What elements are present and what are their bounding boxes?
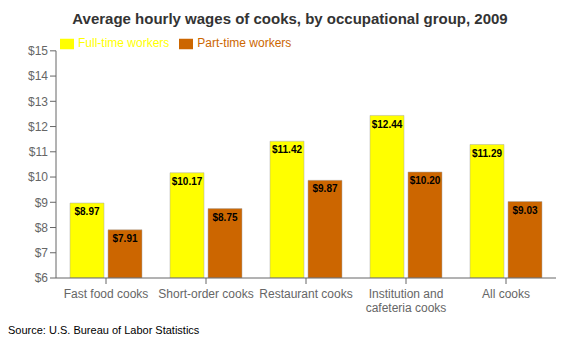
html-text:Average hourly wages of cooks,: Average hourly wages of cooks, by occupa… xyxy=(72,10,508,27)
svg-text:$11.29: $11.29 xyxy=(472,148,502,159)
svg-text:$7.91: $7.91 xyxy=(112,233,137,244)
svg-text:$6: $6 xyxy=(35,271,49,285)
svg-text:$14: $14 xyxy=(28,69,48,83)
svg-text:$11.42: $11.42 xyxy=(272,144,302,155)
svg-text:$15: $15 xyxy=(28,44,48,58)
html-text:Full-time workers: Full-time workers xyxy=(78,36,170,50)
svg-text:Fast food cooks: Fast food cooks xyxy=(64,287,149,301)
svg-text:$12.44: $12.44 xyxy=(372,119,403,130)
svg-text:$11: $11 xyxy=(29,145,48,159)
svg-text:$9.03: $9.03 xyxy=(512,205,537,216)
svg-text:All cooks: All cooks xyxy=(482,287,530,301)
svg-text:$13: $13 xyxy=(28,95,48,109)
svg-text:$9: $9 xyxy=(35,196,49,210)
svg-text:$10.17: $10.17 xyxy=(172,176,203,187)
svg-text:$8: $8 xyxy=(35,221,49,235)
svg-text:Institution andcafeteria cooks: Institution andcafeteria cooks xyxy=(366,287,447,315)
svg-text:$9.87: $9.87 xyxy=(312,183,337,194)
html-text:Part-time workers: Part-time workers xyxy=(197,36,292,50)
html-text:Source: U.S. Bureau of Labor S: Source: U.S. Bureau of Labor Statistics xyxy=(8,324,200,336)
svg-text:$12: $12 xyxy=(28,120,48,134)
svg-text:Restaurant cooks: Restaurant cooks xyxy=(259,287,352,301)
svg-text:$8.75: $8.75 xyxy=(212,212,237,223)
svg-text:$10.20: $10.20 xyxy=(410,175,441,186)
svg-text:$10: $10 xyxy=(28,170,48,184)
svg-text:$7: $7 xyxy=(35,246,49,260)
svg-text:Short-order cooks: Short-order cooks xyxy=(158,287,253,301)
svg-text:$8.97: $8.97 xyxy=(74,206,99,217)
